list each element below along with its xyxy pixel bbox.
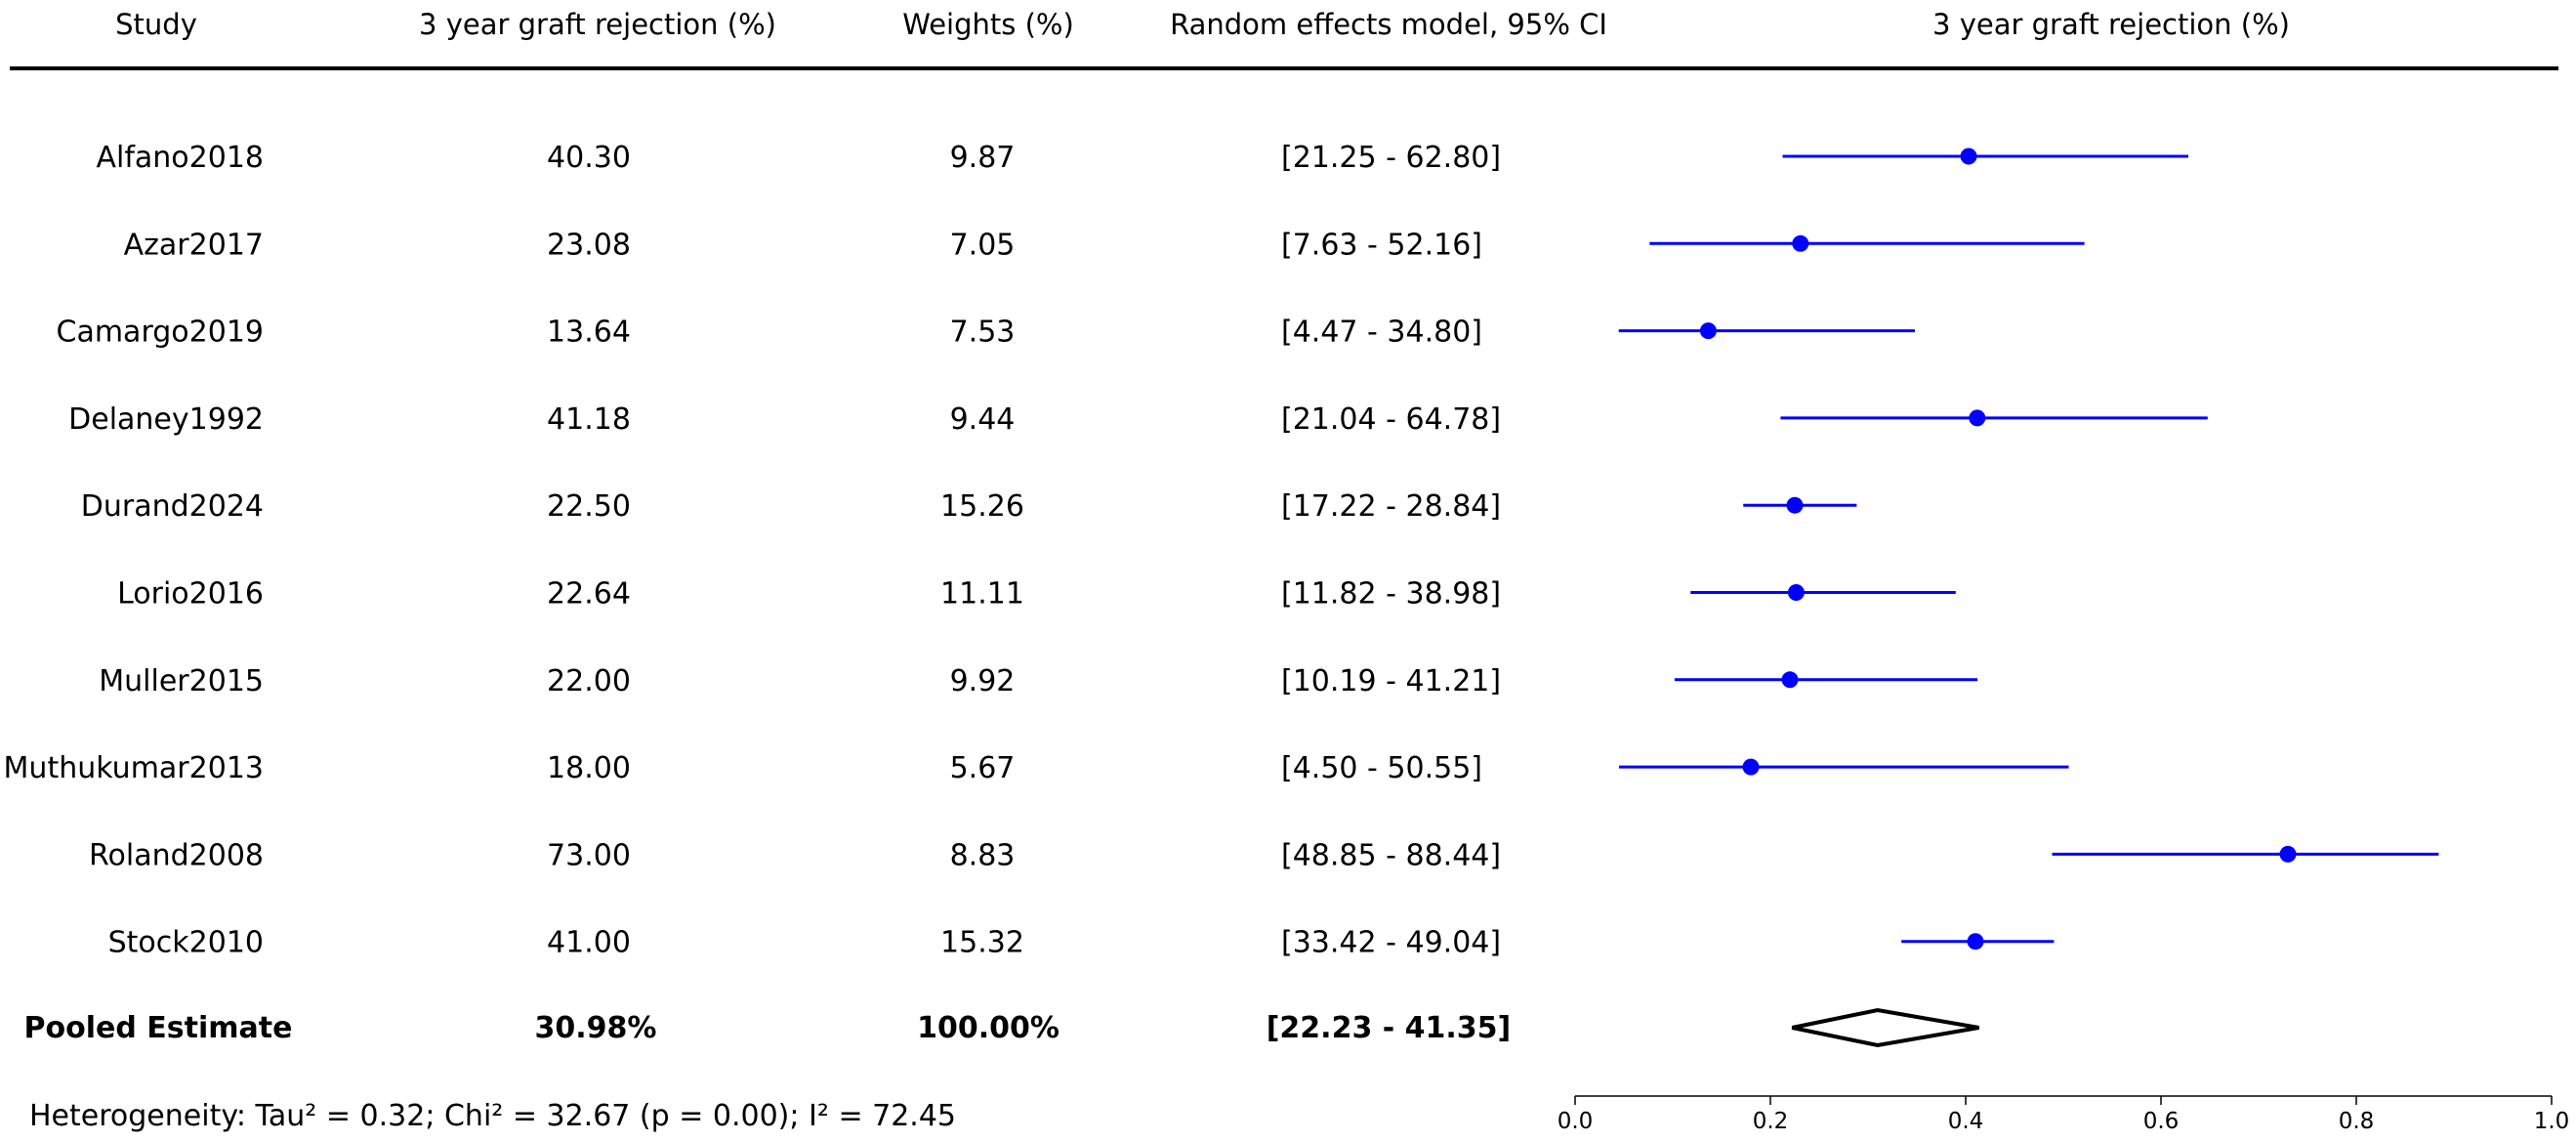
ci-value: [33.42 - 49.04]: [1281, 926, 1501, 960]
header-study: Study: [115, 8, 197, 41]
ci-value: [4.47 - 34.80]: [1281, 316, 1482, 350]
ci-value: [7.63 - 52.16]: [1281, 228, 1482, 262]
x-tick-label: 0.8: [2339, 1109, 2375, 1134]
study-rows: Alfano2018 40.30 9.87 [21.25 - 62.80] Azar20…: [4, 141, 1502, 960]
weight-value: 9.44: [950, 402, 1016, 437]
ci-value: [48.85 - 88.44]: [1281, 838, 1501, 872]
study-name: Camargo2019: [57, 316, 265, 350]
rejection-value: 41.18: [547, 402, 631, 437]
header-plot-title: 3 year graft rejection (%): [1932, 8, 2290, 41]
rejection-value: 23.08: [547, 228, 631, 262]
ci-value: [4.50 - 50.55]: [1281, 751, 1482, 785]
pooled-weight: 100.00%: [917, 1011, 1059, 1045]
pooled-label: Pooled Estimate: [24, 1011, 293, 1045]
weight-value: 7.05: [950, 228, 1016, 262]
study-name: Roland2008: [89, 838, 264, 872]
estimate-point: [1781, 671, 1799, 689]
weight-value: 15.32: [940, 926, 1024, 960]
weight-value: 15.26: [940, 489, 1024, 524]
x-axis: 0.0 0.2 0.4 0.6 0.8 1.0: [1558, 1095, 2570, 1134]
ci-value: [21.04 - 64.78]: [1281, 402, 1501, 437]
study-name: Alfano2018: [96, 141, 264, 175]
ci-value: [11.82 - 38.98]: [1281, 577, 1501, 612]
study-name: Stock2010: [108, 926, 264, 960]
x-tick-label: 0.4: [1948, 1109, 1984, 1134]
plot-marks: [1618, 148, 2439, 1048]
study-name: Delaney1992: [68, 402, 264, 437]
estimate-point: [1699, 322, 1717, 340]
rejection-value: 18.00: [547, 751, 631, 785]
estimate-point: [1960, 148, 1977, 165]
weight-value: 11.11: [940, 577, 1024, 612]
estimate-point: [2279, 845, 2297, 863]
pooled-diamond: [1791, 1007, 1979, 1048]
heterogeneity-text: Heterogeneity: Tau² = 0.32; Chi² = 32.67…: [29, 1099, 956, 1133]
rejection-value: 40.30: [547, 141, 631, 175]
estimate-point: [1967, 933, 1984, 951]
rejection-value: 22.50: [547, 489, 631, 524]
x-tick-label: 0.0: [1558, 1109, 1594, 1134]
study-name: Durand2024: [81, 489, 264, 524]
rejection-value: 22.00: [547, 664, 631, 698]
ci-value: [21.25 - 62.80]: [1281, 141, 1501, 175]
rejection-value: 13.64: [547, 316, 631, 350]
ci-value: [10.19 - 41.21]: [1281, 664, 1501, 698]
weight-value: 9.92: [950, 664, 1016, 698]
pooled-rejection: 30.98%: [535, 1011, 657, 1045]
ci-value: [17.22 - 28.84]: [1281, 489, 1501, 524]
study-name: Azar2017: [124, 228, 264, 262]
rejection-value: 41.00: [547, 926, 631, 960]
pooled-ci: [22.23 - 41.35]: [1267, 1011, 1512, 1045]
header-rejection: 3 year graft rejection (%): [419, 8, 776, 41]
study-name: Lorio2016: [117, 577, 264, 612]
study-name: Muthukumar2013: [4, 751, 264, 785]
estimate-point: [1969, 409, 1986, 427]
estimate-point: [1792, 234, 1809, 252]
weight-value: 8.83: [950, 838, 1016, 872]
rejection-value: 22.64: [547, 577, 631, 612]
weight-value: 5.67: [950, 751, 1016, 785]
study-name: Muller2015: [99, 664, 264, 698]
x-tick-label: 1.0: [2534, 1109, 2570, 1134]
rejection-value: 73.00: [547, 838, 631, 872]
estimate-point: [1786, 496, 1804, 514]
weight-value: 9.87: [950, 141, 1016, 175]
estimate-point: [1787, 584, 1805, 601]
header-ci: Random effects model, 95% CI: [1170, 8, 1607, 41]
estimate-point: [1742, 758, 1760, 776]
weight-value: 7.53: [950, 316, 1016, 350]
x-tick-label: 0.2: [1753, 1109, 1789, 1134]
header-weights: Weights (%): [902, 8, 1074, 41]
x-tick-label: 0.6: [2143, 1109, 2180, 1134]
